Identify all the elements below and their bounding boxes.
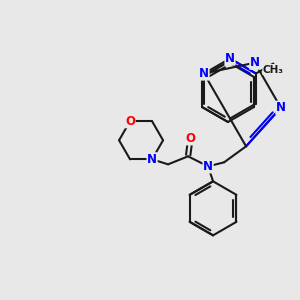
Text: N: N <box>199 67 209 80</box>
Text: CH₃: CH₃ <box>263 64 284 74</box>
Text: N: N <box>276 101 286 114</box>
Text: O: O <box>125 115 135 128</box>
Text: N: N <box>225 52 235 65</box>
Text: N: N <box>147 153 157 166</box>
Text: N: N <box>203 160 213 173</box>
Text: N: N <box>250 56 260 69</box>
Text: O: O <box>185 132 195 145</box>
